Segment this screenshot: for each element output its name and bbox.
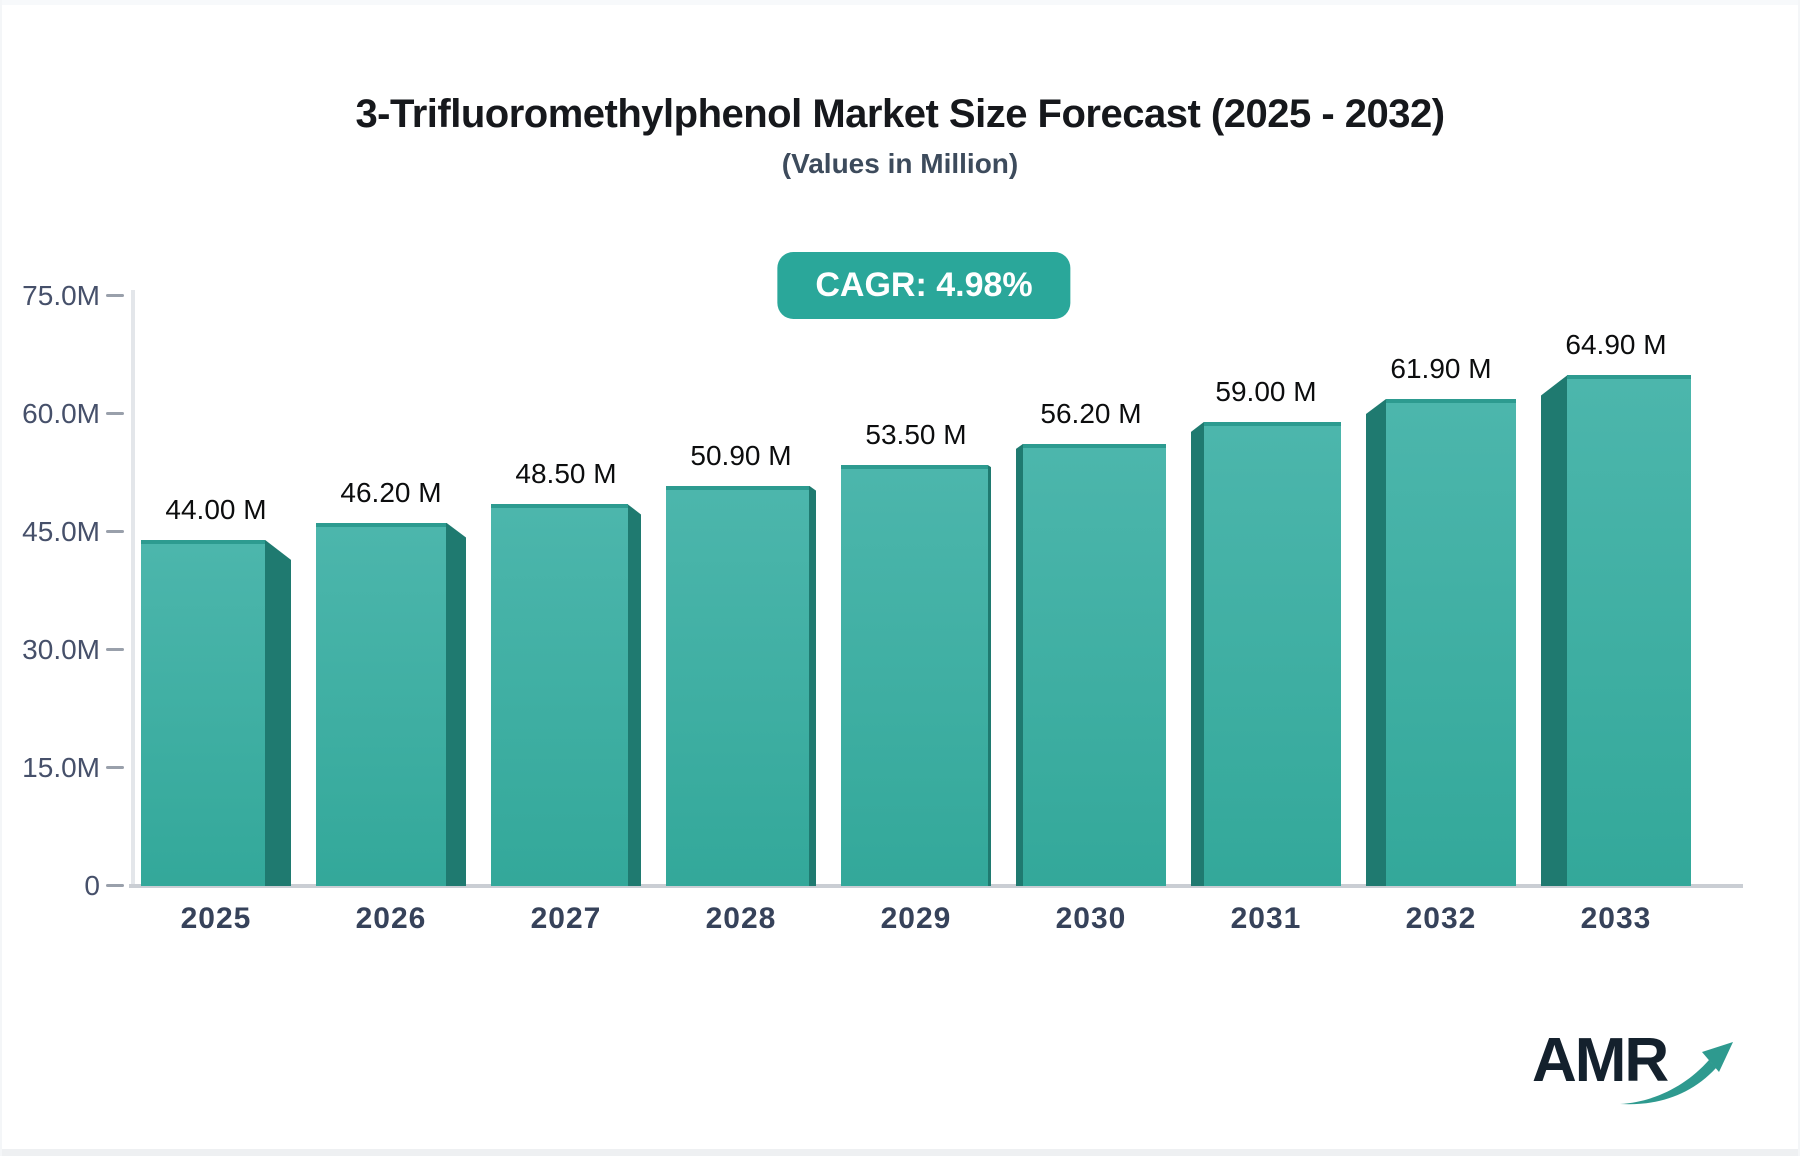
y-tick-mark	[106, 884, 124, 887]
bar-2027[interactable]	[491, 504, 628, 886]
bar-2027-side-face	[628, 504, 641, 886]
chart-title: 3-Trifluoromethylphenol Market Size Fore…	[355, 92, 1445, 136]
x-tick-label-2030: 2030	[1055, 902, 1127, 935]
growth-arrow-icon	[1620, 1042, 1733, 1105]
x-tick-label-2027: 2027	[530, 902, 602, 935]
bar-2031-side-face	[1191, 421, 1204, 886]
y-tick-label-15.0M: 15.0M	[22, 752, 100, 783]
bar-value-label-2031: 59.00 M	[1215, 375, 1317, 407]
bar-2033[interactable]	[1567, 375, 1691, 886]
y-tick-label-30.0M: 30.0M	[22, 634, 100, 665]
x-axis-baseline	[129, 884, 1743, 888]
bar-value-label-2026: 46.20 M	[340, 476, 442, 508]
bar-value-label-2030: 56.20 M	[1040, 397, 1142, 429]
bar-value-label-2027: 48.50 M	[515, 458, 617, 490]
bar-2032-side-face	[1366, 399, 1386, 886]
cagr-badge: CAGR: 4.98%	[777, 252, 1071, 319]
bar-2030-side-face	[1016, 443, 1023, 886]
x-tick-label-2026: 2026	[355, 902, 427, 935]
page-border-top	[0, 0, 1800, 5]
bar-2033-side-face	[1541, 375, 1567, 886]
bar-2029[interactable]	[841, 465, 988, 886]
bar-2026[interactable]	[316, 522, 446, 886]
bar-2025[interactable]	[141, 539, 265, 886]
bar-value-label-2032: 61.90 M	[1390, 353, 1492, 385]
y-tick-mark	[106, 766, 124, 769]
bar-2029-side-face	[988, 465, 991, 886]
amr-logo-text: AMR	[1532, 1026, 1669, 1095]
y-tick-mark	[106, 530, 124, 533]
y-tick-mark	[106, 648, 124, 651]
y-tick-label-60.0M: 60.0M	[22, 398, 100, 429]
bar-2028-side-face	[809, 485, 816, 886]
x-tick-label-2025: 2025	[180, 902, 252, 935]
x-tick-label-2029: 2029	[880, 902, 952, 935]
bar-2028[interactable]	[666, 485, 809, 886]
x-tick-label-2028: 2028	[705, 902, 777, 935]
x-tick-label-2033: 2033	[1580, 902, 1652, 935]
x-tick-label-2031: 2031	[1230, 902, 1302, 935]
bar-2032[interactable]	[1386, 399, 1516, 886]
cagr-badge-label: CAGR: 4.98%	[815, 266, 1033, 304]
page-border-bottom	[0, 1149, 1800, 1156]
page-border-right	[1798, 0, 1800, 1156]
y-tick-label-75.0M: 75.0M	[22, 280, 100, 311]
amr-logo: AMR	[1532, 1026, 1733, 1116]
chart-subtitle: (Values in Million)	[781, 148, 1019, 179]
bar-value-label-2025: 44.00 M	[165, 493, 267, 525]
x-tick-label-2032: 2032	[1405, 902, 1477, 935]
bar-2026-side-face	[446, 522, 466, 886]
bar-value-label-2028: 50.90 M	[690, 439, 792, 471]
bar-2030[interactable]	[1023, 443, 1166, 886]
page-border-left	[0, 0, 2, 1156]
bar-value-label-2033: 64.90 M	[1565, 329, 1667, 361]
bar-value-label-2029: 53.50 M	[865, 419, 967, 451]
y-axis-line	[131, 290, 135, 886]
bar-2025-side-face	[265, 539, 291, 886]
bar-2031[interactable]	[1204, 421, 1341, 886]
y-tick-mark	[106, 294, 124, 297]
y-tick-mark	[106, 412, 124, 415]
y-tick-label-45.0M: 45.0M	[22, 516, 100, 547]
y-tick-label-0: 0	[84, 870, 100, 901]
